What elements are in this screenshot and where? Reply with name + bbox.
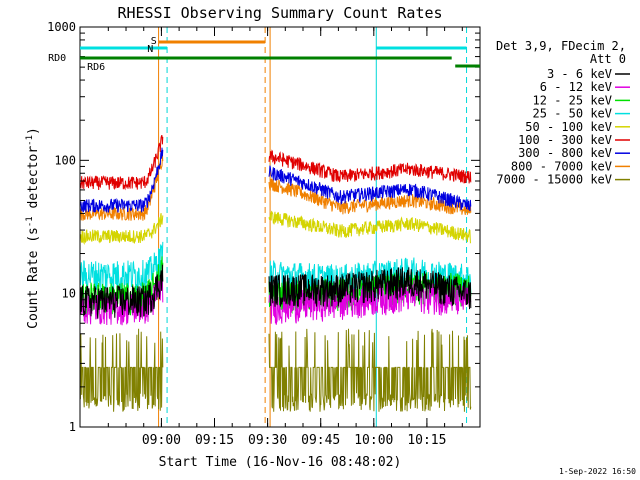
flag-label: RD0 (48, 53, 66, 64)
x-tick-label: 09:15 (195, 433, 234, 448)
legend-label: 300 - 800 keV (518, 146, 612, 160)
y-axis-label: Count Rate (s-1 detector-1) (25, 127, 41, 329)
y-tick-label: 10 (62, 287, 76, 301)
plot-frame (79, 26, 481, 428)
plot-area (79, 27, 472, 427)
legend-header-line1: Det 3,9, FDecim 2, (496, 39, 626, 53)
series-line (79, 135, 472, 191)
series-line (79, 153, 472, 221)
series-line (79, 264, 472, 319)
y-tick-label: 100 (54, 153, 76, 167)
legend-label: 7000 - 15000 keV (496, 173, 612, 187)
x-tick-label: 09:45 (301, 433, 340, 448)
legend-label: 50 - 100 keV (525, 120, 612, 134)
legend-label: 800 - 7000 keV (511, 159, 612, 173)
legend-header-line2: Att 0 (590, 52, 626, 66)
x-tick-label: 10:00 (354, 433, 393, 448)
y-tick-label: 1000 (47, 20, 76, 34)
timestamp: 1-Sep-2022 16:50 (559, 467, 636, 476)
x-tick-label: 09:30 (248, 433, 287, 448)
chart-title: RHESSI Observing Summary Count Rates (117, 4, 442, 22)
series-line (79, 210, 472, 246)
legend-label: 6 - 12 keV (540, 80, 612, 94)
legend-label: 3 - 6 keV (547, 67, 612, 81)
flag-label: N (147, 44, 153, 55)
x-axis-label: Start Time (16-Nov-16 08:48:02) (159, 455, 402, 470)
series-line (79, 328, 472, 412)
y-axis: 1 10 100 1000 (47, 20, 480, 434)
x-tick-label: 10:15 (407, 433, 446, 448)
y-tick-label: 1 (69, 420, 76, 434)
x-axis: 09:00 09:15 09:30 09:45 10:00 10:15 (107, 27, 481, 448)
flag-label: S (151, 36, 157, 47)
x-tick-label: 09:00 (142, 433, 181, 448)
legend-label: 100 - 300 keV (518, 133, 612, 147)
legend-label: 25 - 50 keV (533, 107, 612, 121)
legend-label: 12 - 25 keV (533, 93, 612, 107)
series-line (79, 241, 472, 297)
flag-bars: SN RD0 RD6 (48, 36, 480, 73)
series-line (79, 147, 472, 213)
flag-label: RD6 (87, 62, 105, 73)
